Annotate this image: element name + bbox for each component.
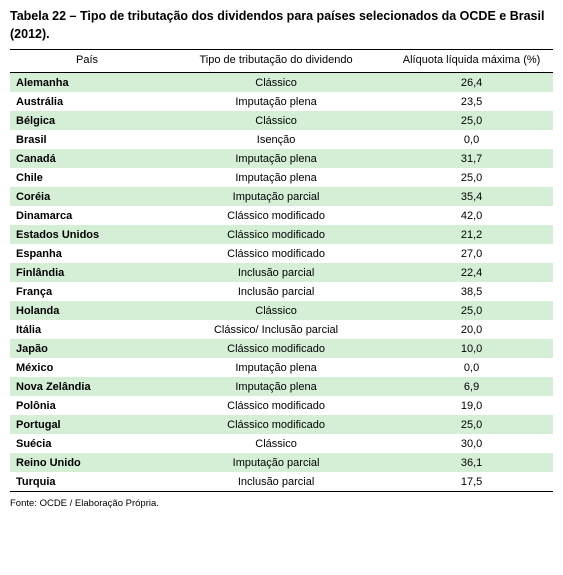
cell-type: Clássico modificado [162, 225, 390, 244]
cell-type: Imputação parcial [162, 187, 390, 206]
cell-country: Holanda [10, 301, 162, 320]
table-row: ItáliaClássico/ Inclusão parcial20,0 [10, 320, 553, 339]
cell-type: Isenção [162, 130, 390, 149]
cell-type: Clássico [162, 73, 390, 93]
cell-country: Alemanha [10, 73, 162, 93]
table-row: FrançaInclusão parcial38,5 [10, 282, 553, 301]
cell-type: Imputação plena [162, 377, 390, 396]
table-row: JapãoClássico modificado10,0 [10, 339, 553, 358]
cell-country: Brasil [10, 130, 162, 149]
cell-rate: 30,0 [390, 434, 553, 453]
cell-country: Turquia [10, 472, 162, 492]
cell-type: Clássico modificado [162, 339, 390, 358]
cell-type: Clássico [162, 301, 390, 320]
table-row: BélgicaClássico25,0 [10, 111, 553, 130]
table-row: DinamarcaClássico modificado42,0 [10, 206, 553, 225]
col-header-rate: Alíquota líquida máxima (%) [390, 50, 553, 73]
table-footnote: Fonte: OCDE / Elaboração Própria. [10, 498, 553, 509]
cell-type: Clássico modificado [162, 396, 390, 415]
cell-country: Nova Zelândia [10, 377, 162, 396]
cell-rate: 0,0 [390, 130, 553, 149]
cell-country: Estados Unidos [10, 225, 162, 244]
cell-country: Japão [10, 339, 162, 358]
cell-country: Chile [10, 168, 162, 187]
cell-type: Imputação plena [162, 168, 390, 187]
cell-rate: 25,0 [390, 168, 553, 187]
cell-country: Polônia [10, 396, 162, 415]
cell-rate: 10,0 [390, 339, 553, 358]
cell-country: Suécia [10, 434, 162, 453]
cell-type: Clássico/ Inclusão parcial [162, 320, 390, 339]
cell-country: Portugal [10, 415, 162, 434]
table-row: HolandaClássico25,0 [10, 301, 553, 320]
cell-country: Espanha [10, 244, 162, 263]
table-row: CanadáImputação plena31,7 [10, 149, 553, 168]
dividend-tax-table: País Tipo de tributação do dividendo Alí… [10, 49, 553, 492]
cell-rate: 17,5 [390, 472, 553, 492]
cell-country: México [10, 358, 162, 377]
cell-rate: 25,0 [390, 415, 553, 434]
cell-type: Clássico [162, 434, 390, 453]
cell-country: Austrália [10, 92, 162, 111]
table-title: Tabela 22 – Tipo de tributação dos divid… [10, 8, 553, 43]
cell-rate: 26,4 [390, 73, 553, 93]
cell-country: Canadá [10, 149, 162, 168]
table-row: EspanhaClássico modificado27,0 [10, 244, 553, 263]
table-row: AlemanhaClássico26,4 [10, 73, 553, 93]
cell-country: Dinamarca [10, 206, 162, 225]
cell-rate: 20,0 [390, 320, 553, 339]
table-row: PolôniaClássico modificado19,0 [10, 396, 553, 415]
cell-rate: 31,7 [390, 149, 553, 168]
cell-type: Imputação parcial [162, 453, 390, 472]
col-header-country: País [10, 50, 162, 73]
table-row: Nova ZelândiaImputação plena6,9 [10, 377, 553, 396]
cell-country: França [10, 282, 162, 301]
cell-type: Inclusão parcial [162, 472, 390, 492]
col-header-type: Tipo de tributação do dividendo [162, 50, 390, 73]
cell-rate: 23,5 [390, 92, 553, 111]
table-header-row: País Tipo de tributação do dividendo Alí… [10, 50, 553, 73]
table-row: MéxicoImputação plena0,0 [10, 358, 553, 377]
cell-country: Coréia [10, 187, 162, 206]
cell-rate: 19,0 [390, 396, 553, 415]
cell-type: Imputação plena [162, 358, 390, 377]
cell-type: Imputação plena [162, 92, 390, 111]
cell-rate: 21,2 [390, 225, 553, 244]
table-row: BrasilIsenção0,0 [10, 130, 553, 149]
table-row: Estados UnidosClássico modificado21,2 [10, 225, 553, 244]
cell-type: Imputação plena [162, 149, 390, 168]
cell-rate: 6,9 [390, 377, 553, 396]
cell-type: Clássico modificado [162, 415, 390, 434]
cell-rate: 27,0 [390, 244, 553, 263]
table-row: FinlândiaInclusão parcial22,4 [10, 263, 553, 282]
cell-rate: 0,0 [390, 358, 553, 377]
cell-country: Itália [10, 320, 162, 339]
cell-rate: 36,1 [390, 453, 553, 472]
cell-rate: 38,5 [390, 282, 553, 301]
cell-type: Clássico modificado [162, 206, 390, 225]
table-row: ChileImputação plena25,0 [10, 168, 553, 187]
cell-type: Clássico modificado [162, 244, 390, 263]
cell-country: Reino Unido [10, 453, 162, 472]
cell-type: Inclusão parcial [162, 263, 390, 282]
cell-country: Finlândia [10, 263, 162, 282]
cell-rate: 42,0 [390, 206, 553, 225]
table-row: SuéciaClássico30,0 [10, 434, 553, 453]
cell-rate: 25,0 [390, 301, 553, 320]
cell-rate: 35,4 [390, 187, 553, 206]
cell-country: Bélgica [10, 111, 162, 130]
cell-rate: 22,4 [390, 263, 553, 282]
table-body: AlemanhaClássico26,4AustráliaImputação p… [10, 73, 553, 492]
table-row: Reino UnidoImputação parcial36,1 [10, 453, 553, 472]
table-row: TurquiaInclusão parcial17,5 [10, 472, 553, 492]
table-row: AustráliaImputação plena23,5 [10, 92, 553, 111]
table-row: CoréiaImputação parcial35,4 [10, 187, 553, 206]
cell-type: Clássico [162, 111, 390, 130]
cell-rate: 25,0 [390, 111, 553, 130]
cell-type: Inclusão parcial [162, 282, 390, 301]
table-row: PortugalClássico modificado25,0 [10, 415, 553, 434]
